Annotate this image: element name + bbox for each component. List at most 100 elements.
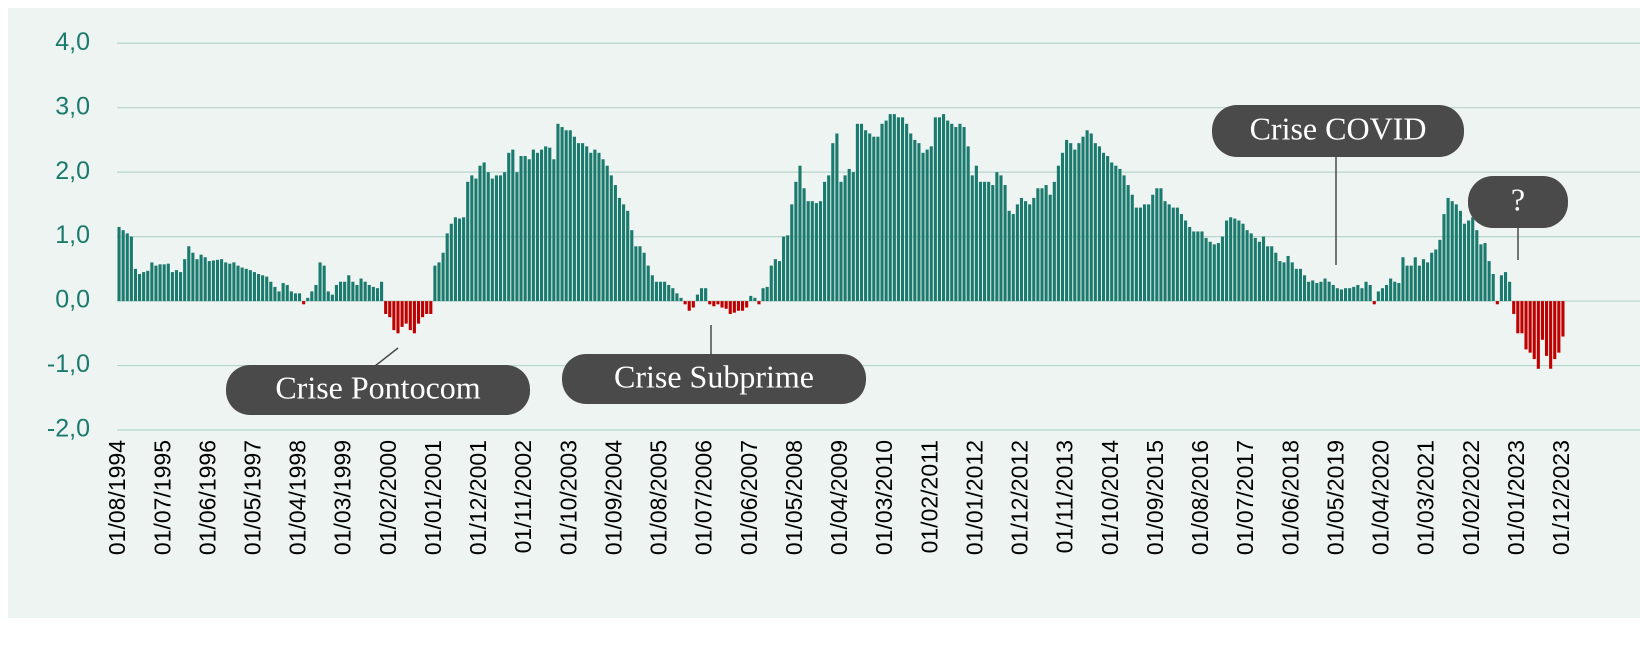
bar: [474, 178, 478, 302]
bar: [1512, 301, 1516, 314]
bar: [983, 181, 987, 302]
bar: [429, 301, 433, 314]
bar: [560, 127, 564, 302]
annotation: Crise Subprime: [614, 358, 814, 394]
bar: [864, 130, 868, 302]
bar: [671, 288, 675, 302]
bar: [683, 301, 687, 305]
bar: [1319, 281, 1323, 302]
bar: [1093, 143, 1097, 302]
x-tick-label: 01/11/2002: [510, 440, 536, 553]
bar: [207, 261, 211, 302]
bar: [162, 264, 166, 302]
x-tick-label: 01/04/1998: [285, 440, 311, 555]
bar: [125, 233, 129, 302]
bar: [351, 281, 355, 302]
bar: [1204, 237, 1208, 302]
bar: [1015, 204, 1019, 302]
bar: [699, 288, 704, 302]
bar: [880, 123, 884, 302]
bar: [1048, 194, 1052, 302]
x-tick-label: 01/05/2019: [1322, 440, 1348, 555]
bar: [371, 286, 375, 302]
bar: [1142, 204, 1147, 302]
bar: [814, 203, 818, 302]
bar: [1179, 214, 1184, 302]
x-tick-label: 01/06/1996: [194, 440, 220, 555]
bar: [519, 156, 523, 302]
bar: [539, 149, 544, 302]
bar: [511, 149, 515, 302]
bar: [1208, 241, 1212, 302]
x-tick-label: 01/12/2001: [465, 440, 491, 555]
bar: [338, 281, 343, 302]
bar: [1241, 223, 1245, 302]
x-tick-label: 01/05/2008: [781, 440, 807, 555]
bar: [1175, 207, 1179, 302]
bar: [388, 301, 392, 318]
x-tick-label: 01/09/2004: [600, 440, 626, 555]
bar: [179, 272, 183, 302]
bar: [248, 270, 252, 302]
bar: [691, 301, 695, 308]
bar: [195, 259, 199, 302]
bar: [1040, 188, 1044, 302]
bar: [909, 133, 913, 302]
bar: [535, 152, 540, 302]
bar: [1298, 268, 1302, 302]
bar: [1302, 275, 1307, 302]
bar: [1475, 230, 1479, 302]
bar: [1508, 281, 1512, 302]
bar: [1126, 185, 1130, 302]
bar: [359, 278, 363, 302]
x-tick-label: 01/04/2020: [1368, 440, 1394, 555]
bar: [1036, 188, 1040, 302]
annotation: Crise Pontocom: [275, 369, 480, 405]
bar: [1372, 301, 1376, 305]
bar: [265, 276, 269, 302]
bar: [1462, 223, 1467, 302]
bar: [1528, 301, 1532, 353]
bar: [761, 288, 765, 302]
bar: [1549, 301, 1553, 369]
bar: [252, 272, 256, 302]
bar: [1311, 280, 1315, 302]
bar: [457, 218, 462, 302]
bar: [716, 301, 720, 305]
bar: [503, 172, 507, 302]
bar: [937, 117, 942, 302]
bar: [613, 185, 617, 302]
bar: [929, 146, 933, 302]
bar: [1032, 197, 1036, 302]
bar: [950, 123, 954, 302]
bar: [1188, 226, 1192, 302]
bar: [1167, 204, 1171, 302]
bar: [482, 162, 486, 302]
bar: [1352, 286, 1356, 302]
bar: [679, 297, 683, 302]
bar: [400, 301, 404, 327]
bar: [146, 270, 150, 302]
x-tick-label: 01/08/2016: [1187, 440, 1213, 555]
bar: [367, 284, 371, 302]
bar: [531, 149, 535, 302]
x-tick-label: 01/08/2005: [646, 440, 672, 555]
y-tick-label: 2,0: [55, 157, 90, 185]
bar: [806, 201, 810, 302]
bar: [433, 265, 437, 302]
bar: [232, 262, 236, 302]
bar: [322, 265, 326, 302]
bar: [1138, 207, 1143, 302]
bar: [1229, 217, 1233, 302]
bar: [236, 265, 240, 302]
bar: [527, 159, 531, 302]
bar: [1483, 243, 1487, 302]
bar: [724, 301, 728, 309]
bar: [786, 235, 790, 302]
bar: [1434, 249, 1438, 302]
bar: [453, 217, 457, 302]
bar: [773, 259, 777, 302]
annotation: ?: [1511, 181, 1525, 217]
bar: [1524, 301, 1528, 350]
callout-box: [1212, 105, 1464, 157]
